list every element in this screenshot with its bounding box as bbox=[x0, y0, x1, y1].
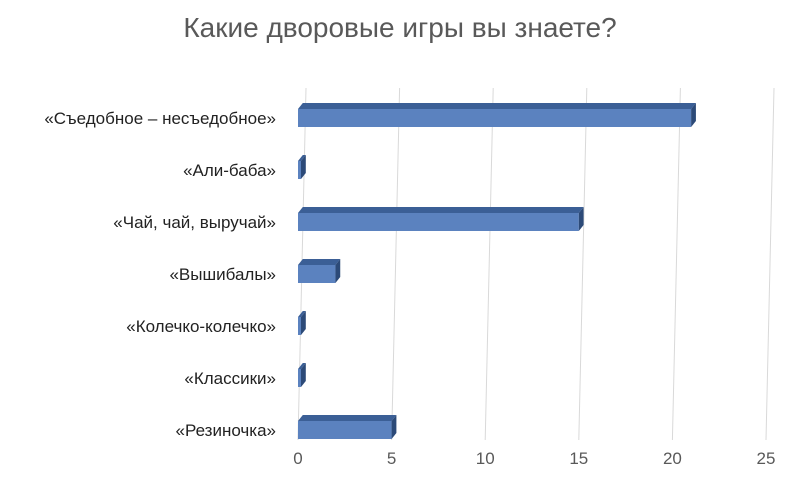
category-label: «Чай, чай, выручай» bbox=[113, 213, 276, 232]
bar-top bbox=[298, 363, 306, 369]
x-tick-label: 20 bbox=[663, 449, 682, 468]
bar-top bbox=[298, 311, 306, 317]
bar bbox=[298, 421, 392, 439]
x-tick-label: 5 bbox=[387, 449, 396, 468]
bar bbox=[298, 161, 301, 179]
bar-side bbox=[301, 155, 306, 179]
bar bbox=[298, 317, 301, 335]
x-tick-label: 0 bbox=[293, 449, 302, 468]
bar-top bbox=[298, 103, 696, 109]
bar-side bbox=[335, 259, 341, 283]
category-label: «Али-баба» bbox=[183, 161, 276, 180]
gridline bbox=[671, 87, 681, 441]
bar-side bbox=[691, 103, 696, 127]
bar bbox=[298, 265, 336, 283]
gridline bbox=[484, 87, 494, 441]
bar-top bbox=[298, 155, 306, 161]
bar-top bbox=[298, 415, 397, 421]
bar-side bbox=[391, 415, 397, 439]
bar bbox=[298, 109, 692, 127]
category-label: «Колечко-колечко» bbox=[126, 317, 276, 336]
bar-top bbox=[298, 207, 584, 213]
bar-side bbox=[301, 363, 306, 387]
category-label: «Резиночка» bbox=[176, 421, 276, 440]
gridline bbox=[391, 87, 401, 441]
bar bbox=[298, 369, 301, 387]
bar-side bbox=[301, 311, 306, 335]
gridline bbox=[765, 87, 775, 441]
chart-title: Какие дворовые игры вы знаете? bbox=[183, 12, 617, 43]
category-label: «Съедобное – несъедобное» bbox=[44, 109, 276, 128]
category-label: «Вышибалы» bbox=[169, 265, 276, 284]
category-label: «Классики» bbox=[184, 369, 276, 388]
bar bbox=[298, 213, 579, 231]
x-tick-label: 10 bbox=[476, 449, 495, 468]
x-tick-label: 25 bbox=[757, 449, 776, 468]
x-tick-label: 15 bbox=[569, 449, 588, 468]
bar-top bbox=[298, 259, 341, 265]
gridline bbox=[578, 87, 588, 441]
bar-side bbox=[578, 207, 584, 231]
